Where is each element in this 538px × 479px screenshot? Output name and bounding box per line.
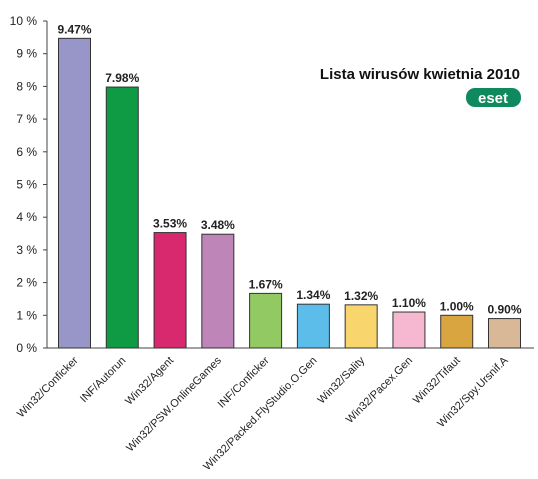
- bar: [392, 311, 426, 349]
- bar: [440, 314, 474, 349]
- y-tick-label: 2 %: [16, 276, 37, 290]
- bar: [153, 232, 187, 349]
- x-tick-label: Win32/PSW.OnlineGames: [124, 354, 224, 454]
- x-axis-labels: Win32/ConfickerINF/AutorunWin32/AgentWin…: [15, 354, 511, 473]
- y-tick-label: 5 %: [16, 178, 37, 192]
- y-tick-label: 1 %: [16, 308, 37, 322]
- bars: [58, 37, 521, 349]
- data-label: 1.34%: [296, 288, 330, 302]
- data-label: 7.98%: [105, 71, 139, 85]
- y-tick-label: 6 %: [16, 145, 37, 159]
- data-label: 9.47%: [57, 22, 91, 36]
- y-tick-label: 10 %: [10, 14, 38, 28]
- eset-logo-text: eset: [478, 90, 508, 107]
- eset-logo-badge: [466, 88, 521, 107]
- data-label: 3.48%: [201, 218, 235, 232]
- bar: [296, 303, 330, 349]
- data-label: 3.53%: [153, 217, 187, 231]
- y-tick-label: 7 %: [16, 112, 37, 126]
- x-tick-label: Win32/Tifaut: [411, 355, 463, 407]
- bar: [201, 233, 235, 349]
- data-label: 1.00%: [440, 299, 474, 313]
- data-label: 1.67%: [249, 277, 283, 291]
- bar: [249, 292, 283, 349]
- x-tick-label: Win32/Conficker: [15, 354, 81, 420]
- bar: [488, 318, 521, 349]
- y-tick-label: 0 %: [16, 341, 37, 355]
- x-tick-label: INF/Autorun: [78, 355, 128, 405]
- chart-title: Lista wirusów kwietnia 2010: [320, 66, 520, 83]
- bar: [105, 86, 139, 349]
- data-label: 0.90%: [487, 303, 521, 317]
- data-labels: 9.47% 7.98% 3.53% 3.48% 1.67% 1.34% 1.32% 1.10%…: [57, 22, 521, 316]
- x-tick-label: Win32/Agent: [123, 355, 176, 408]
- bar: [344, 304, 378, 349]
- y-tick-label: 4 %: [16, 210, 37, 224]
- y-tick-label: 9 %: [16, 47, 37, 61]
- data-label: 1.32%: [344, 289, 378, 303]
- data-label: 1.10%: [392, 296, 426, 310]
- bar: [58, 37, 91, 349]
- y-tick-label: 8 %: [16, 79, 37, 93]
- y-tick-label: 3 %: [16, 243, 37, 257]
- x-tick-label: Win32/Sality: [316, 354, 368, 406]
- y-axis: 0 % 1 % 2 % 3 % 4 % 5 % 6 % 7 % 8 % 9 % 10 %: [10, 14, 534, 355]
- eset-logo: eset: [466, 88, 521, 107]
